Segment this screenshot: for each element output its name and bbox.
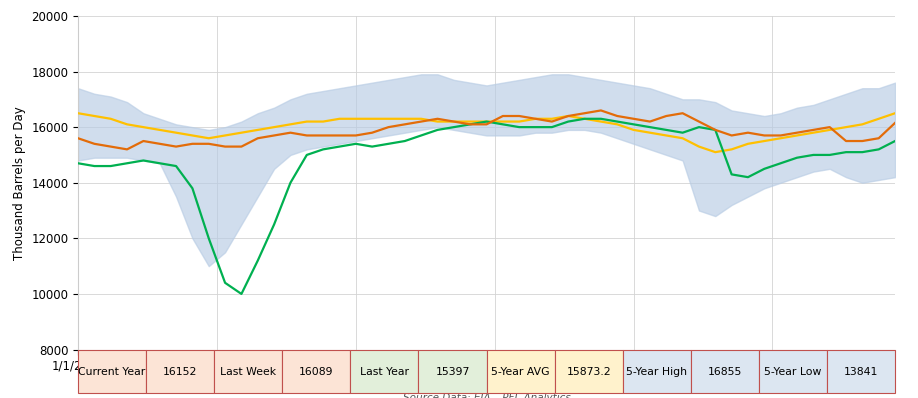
Text: Current Year: Current Year — [78, 367, 146, 377]
FancyBboxPatch shape — [487, 350, 554, 393]
Text: 16152: 16152 — [163, 367, 197, 377]
Text: Source Data: EIA – PFL Analytics: Source Data: EIA – PFL Analytics — [403, 393, 570, 398]
Text: 16855: 16855 — [708, 367, 742, 377]
FancyBboxPatch shape — [78, 350, 146, 393]
Text: 5-Year High: 5-Year High — [626, 367, 688, 377]
Text: 13841: 13841 — [844, 367, 879, 377]
FancyBboxPatch shape — [214, 350, 283, 393]
FancyBboxPatch shape — [419, 350, 487, 393]
FancyBboxPatch shape — [554, 350, 622, 393]
FancyBboxPatch shape — [622, 350, 691, 393]
Y-axis label: Thousand Barrels per Day: Thousand Barrels per Day — [13, 106, 26, 259]
FancyBboxPatch shape — [827, 350, 895, 393]
FancyBboxPatch shape — [146, 350, 214, 393]
Text: Last Week: Last Week — [220, 367, 276, 377]
Text: 15397: 15397 — [435, 367, 470, 377]
Text: 15873.2: 15873.2 — [566, 367, 611, 377]
Text: 16089: 16089 — [299, 367, 333, 377]
Text: Last Year: Last Year — [360, 367, 409, 377]
Text: 5-Year Low: 5-Year Low — [764, 367, 822, 377]
FancyBboxPatch shape — [691, 350, 759, 393]
FancyBboxPatch shape — [351, 350, 419, 393]
Text: 5-Year AVG: 5-Year AVG — [491, 367, 550, 377]
FancyBboxPatch shape — [283, 350, 351, 393]
FancyBboxPatch shape — [759, 350, 827, 393]
